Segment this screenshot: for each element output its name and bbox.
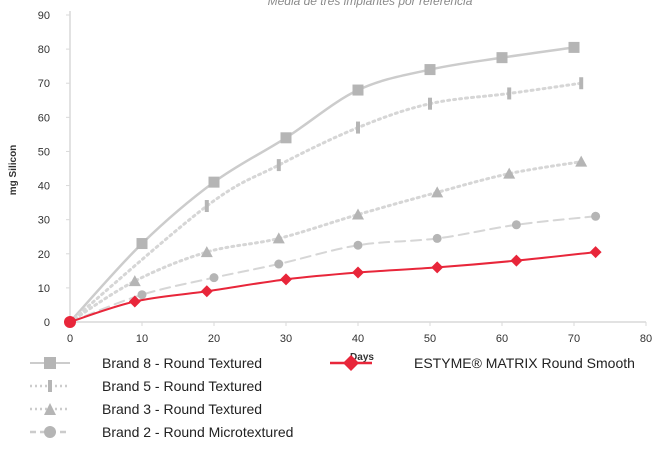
legend-swatch-square-icon <box>30 357 70 369</box>
y-tick-label: 80 <box>38 44 50 56</box>
x-tick-label: 40 <box>352 333 364 345</box>
data-point-3-4 <box>353 240 363 250</box>
x-axis-label: Days <box>350 352 374 363</box>
data-point-3-6 <box>511 220 521 230</box>
plot-area: 0 10 20 30 40 50 60 70 80 0 10 20 30 40 50 60 70 80 90 <box>38 10 652 345</box>
data-point-0-5 <box>424 64 436 76</box>
data-point-2-5 <box>431 186 444 198</box>
data-point-0-7 <box>568 41 580 53</box>
x-tick-label: 20 <box>208 333 220 345</box>
data-point-3-3 <box>274 259 284 269</box>
legend-swatch-circle-icon <box>30 426 70 438</box>
data-point-1-3 <box>356 121 360 134</box>
data-point-3-1 <box>137 290 147 300</box>
y-tick-label: 50 <box>38 146 50 158</box>
data-point-2-1 <box>128 275 141 287</box>
origin-point <box>64 316 76 328</box>
data-point-4-4 <box>352 266 364 279</box>
y-tick-label: 10 <box>38 283 50 295</box>
series-line-1 <box>68 81 583 324</box>
data-point-0-3 <box>280 132 292 144</box>
y-tick-label: 90 <box>38 10 50 22</box>
chart-subtitle: Media de tres implantes por referencia <box>268 0 473 8</box>
series-line-0 <box>68 46 576 324</box>
data-point-4-2 <box>200 285 213 298</box>
y-tick-label: 20 <box>38 249 50 261</box>
data-point-1-4 <box>428 97 432 110</box>
data-point-2-2 <box>200 246 213 258</box>
data-point-0-1 <box>136 238 148 250</box>
data-point-2-3 <box>272 232 285 244</box>
data-point-4-7 <box>589 246 602 259</box>
y-axis-label: mg Silicon <box>8 145 19 196</box>
data-point-4-5 <box>431 261 444 274</box>
x-tick-label: 0 <box>67 333 73 345</box>
data-point-2-4 <box>352 208 364 220</box>
data-point-1-1 <box>204 200 209 213</box>
legend-swatch-bar-icon <box>30 380 70 392</box>
x-tick-label: 60 <box>496 333 508 345</box>
y-tick-label: 0 <box>44 317 50 329</box>
y-tick-label: 40 <box>38 181 50 193</box>
data-point-4-3 <box>280 273 292 286</box>
data-point-1-6 <box>579 77 584 90</box>
legend-label-brand-2: Brand 2 - Round Microtextured <box>102 424 294 440</box>
data-point-3-2 <box>209 273 219 283</box>
series-line-2 <box>68 160 583 324</box>
data-point-4-1 <box>128 295 141 308</box>
data-point-0-4 <box>352 84 364 96</box>
data-point-3-7 <box>591 211 601 221</box>
x-tick-label: 80 <box>640 333 652 345</box>
legend-swatch-triangle-icon <box>30 403 70 415</box>
legend-label-brand-3: Brand 3 - Round Textured <box>102 401 263 417</box>
x-tick-label: 30 <box>280 333 292 345</box>
series-line-3 <box>69 215 597 323</box>
data-point-1-2 <box>276 159 281 172</box>
x-tick-label: 70 <box>568 333 580 345</box>
legend-label-brand-8: Brand 8 - Round Textured <box>102 355 263 371</box>
legend-label-estyme: ESTYME® MATRIX Round Smooth <box>414 355 635 371</box>
data-point-4-6 <box>510 254 523 267</box>
x-tick-label: 50 <box>424 333 436 345</box>
y-tick-label: 60 <box>38 112 50 124</box>
data-point-2-7 <box>575 155 588 167</box>
data-point-3-5 <box>432 233 442 243</box>
y-tick-label: 70 <box>38 78 50 90</box>
legend-swatch-diamond-icon <box>330 355 372 371</box>
series-line-4 <box>69 251 597 323</box>
data-point-0-6 <box>496 52 508 64</box>
y-tick-label: 30 <box>38 215 50 227</box>
data-point-0-2 <box>208 176 220 188</box>
x-tick-label: 10 <box>136 333 148 345</box>
data-point-2-6 <box>503 167 516 179</box>
legend-label-brand-5: Brand 5 - Round Textured <box>102 378 263 394</box>
data-point-1-5 <box>507 87 512 100</box>
